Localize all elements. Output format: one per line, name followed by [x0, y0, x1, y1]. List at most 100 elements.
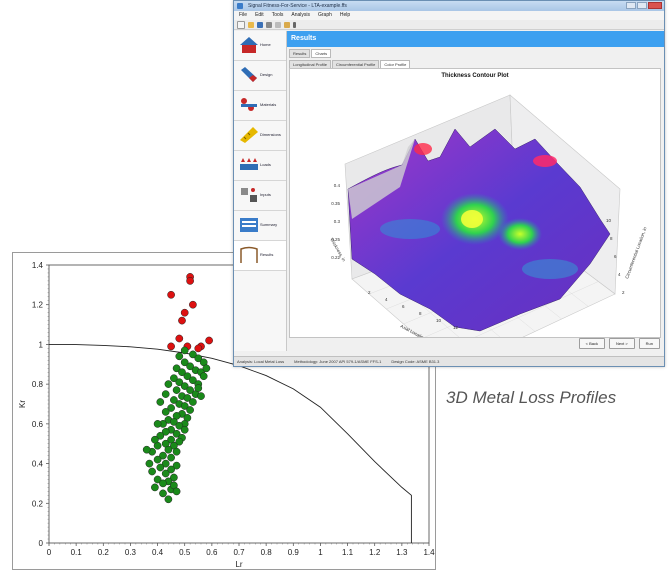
sidebar-item-materials[interactable]: Materials [234, 91, 286, 121]
axial-tick-label: 10 [436, 318, 442, 323]
data-point [189, 300, 197, 309]
z-tick-label: 0.4 [334, 183, 341, 188]
data-point [156, 431, 165, 440]
sidebar-item-label: Dimensions [260, 132, 281, 137]
sidebar-item-summary[interactable]: Summary [234, 211, 286, 241]
sidebar-item-label: Results [260, 252, 274, 257]
data-point [186, 386, 194, 394]
sidebar-item-results[interactable]: Results [234, 241, 286, 271]
ruler-icon [240, 127, 258, 143]
status-methodology: Methodology: June 2007 API 579-1/ASME FF… [294, 359, 382, 364]
data-point [205, 336, 213, 345]
window-title: Signal Fitness-For-Service - LTA-example… [248, 3, 347, 9]
data-point [156, 398, 165, 406]
circ-tick-label: 4 [618, 272, 621, 277]
data-point [159, 479, 167, 488]
save-icon[interactable] [257, 21, 263, 28]
data-point [180, 308, 189, 317]
minimize-button[interactable] [626, 2, 636, 9]
sidebar-item-inputs[interactable]: Inputs [234, 181, 286, 211]
data-point [172, 386, 181, 394]
data-point [180, 402, 189, 410]
menu-help[interactable]: Help [339, 12, 351, 18]
axial-tick-label: 4 [385, 297, 388, 302]
sidebar-item-dimensions[interactable]: Dimensions [234, 121, 286, 151]
menu-graph[interactable]: Graph [318, 12, 332, 18]
data-point [186, 362, 194, 371]
menu-edit[interactable]: Edit [255, 12, 264, 18]
data-point [194, 344, 203, 353]
data-point [172, 447, 181, 456]
back-button[interactable]: < Back [578, 338, 605, 349]
data-point [159, 489, 167, 498]
y-tick-label: 1.2 [32, 301, 44, 310]
data-point [172, 429, 181, 438]
y-tick-label: 1 [39, 340, 44, 349]
page-title: Results [287, 31, 664, 47]
run-button[interactable]: Run [638, 338, 660, 349]
data-point [170, 396, 178, 404]
z-tick-label: 0.22 [331, 255, 340, 260]
x-axis-label: Lr [235, 560, 242, 569]
maximize-button[interactable] [637, 2, 647, 9]
results-icon [240, 246, 258, 263]
data-point [164, 380, 173, 388]
x-tick-label: 0.2 [98, 548, 110, 557]
menu-bar: File Edit Tools Analysis Graph Help [234, 11, 664, 20]
sidebar-item-label: Loads [260, 162, 271, 167]
z-tick-label: 0.3 [334, 219, 341, 224]
window-controls [626, 2, 662, 9]
data-point [167, 290, 175, 299]
menu-tools[interactable]: Tools [271, 12, 284, 18]
x-tick-label: 0.8 [261, 548, 273, 557]
sidebar-item-loads[interactable]: Loads [234, 151, 286, 181]
tab-results[interactable]: Results [289, 49, 311, 58]
data-point [153, 455, 162, 464]
menu-file[interactable]: File [239, 12, 248, 18]
data-point [161, 390, 170, 398]
next-button[interactable]: Next > [608, 338, 635, 349]
sidebar-item-label: Home [260, 42, 271, 47]
results-tabs: Results Charts [287, 49, 332, 58]
vessel-icon [241, 67, 257, 82]
data-point [170, 473, 178, 482]
data-point [148, 467, 156, 476]
thinnest-region-yellow [461, 210, 483, 228]
x-tick-label: 0.4 [152, 548, 164, 557]
data-point [175, 421, 184, 430]
app-icon [237, 3, 243, 9]
y-tick-label: 0 [39, 539, 44, 548]
data-point [186, 406, 194, 414]
data-point [180, 382, 189, 390]
x-tick-label: 0.5 [179, 548, 191, 557]
close-button[interactable] [648, 2, 662, 9]
sidebar-item-design[interactable]: Design [234, 61, 286, 91]
sidebar-item-home[interactable]: Home [234, 31, 286, 61]
status-bar: Analysis: Local Metal Loss Methodology: … [234, 356, 664, 366]
data-point [199, 372, 208, 381]
y-tick-label: 0.2 [32, 499, 44, 508]
data-point [180, 358, 189, 367]
dropdown-icon[interactable] [293, 21, 296, 28]
data-point [156, 463, 165, 472]
data-point [153, 475, 162, 484]
app-window: Signal Fitness-For-Service - LTA-example… [233, 0, 665, 367]
house-icon [240, 37, 258, 53]
caption: 3D Metal Loss Profiles [446, 388, 617, 407]
paste-icon[interactable] [284, 21, 290, 28]
surface-plot-area[interactable]: Thickness Contour Plot 0.4 0.35 0.3 0.25 0.2… [289, 68, 661, 338]
data-point [175, 334, 184, 343]
plot-title: Thickness Contour Plot [441, 73, 509, 79]
menu-analysis[interactable]: Analysis [291, 12, 310, 18]
new-file-icon[interactable] [237, 20, 245, 29]
floor-gridline [474, 281, 599, 337]
tab-charts[interactable]: Charts [311, 49, 332, 58]
print-icon[interactable] [266, 21, 272, 28]
data-point [167, 453, 175, 462]
cut-icon[interactable] [275, 21, 281, 28]
sidebar-item-label: Design [260, 72, 273, 77]
open-folder-icon[interactable] [248, 21, 254, 28]
x-tick-label: 1 [318, 548, 323, 557]
circ-tick-label: 8 [610, 236, 613, 241]
